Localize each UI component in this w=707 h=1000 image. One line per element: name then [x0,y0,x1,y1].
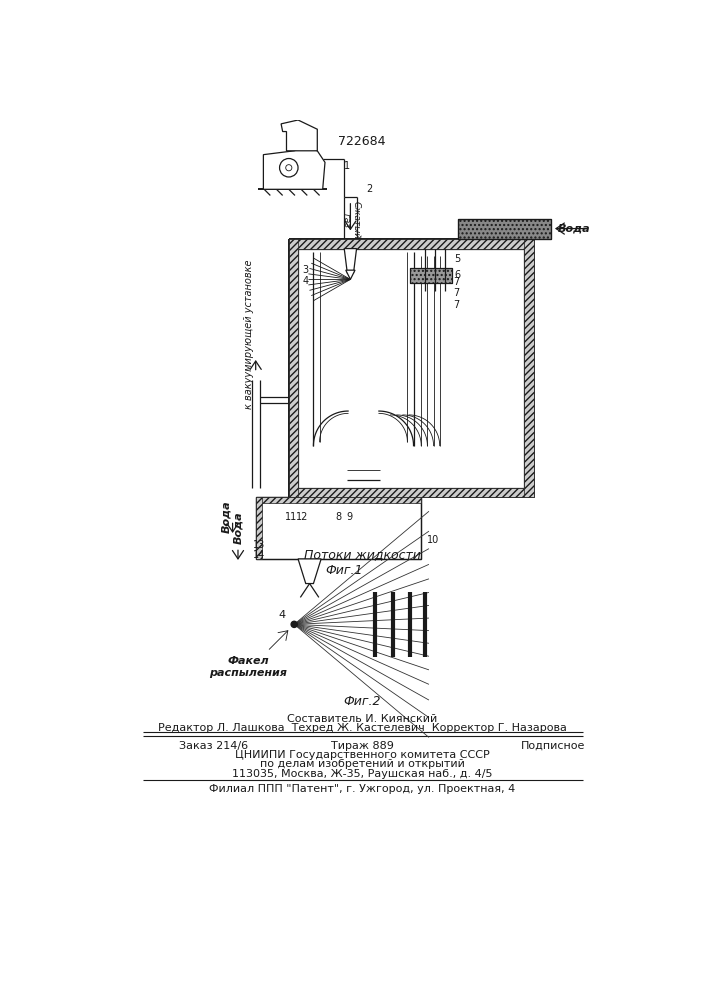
Text: 2: 2 [366,184,372,194]
Polygon shape [281,120,317,151]
Bar [288,239,534,249]
Polygon shape [264,147,325,189]
Text: Вода: Вода [233,512,243,544]
Text: 722684: 722684 [338,135,386,148]
Text: 6: 6 [455,270,460,280]
Text: 3: 3 [303,265,309,275]
Circle shape [286,165,292,171]
Bar [525,239,534,497]
Text: 7: 7 [454,277,460,287]
Text: 7: 7 [454,288,460,298]
Bar [256,497,421,503]
Text: Подписное: Подписное [521,741,585,751]
Text: Фиг.2: Фиг.2 [343,695,380,708]
Text: к вакуумирующей установке: к вакуумирующей установке [244,259,254,409]
Text: 7: 7 [454,300,460,310]
Bar [409,268,452,283]
Text: 11: 11 [285,512,297,522]
Bar [458,219,551,239]
Text: Вода: Вода [558,224,590,234]
Text: 8: 8 [335,512,341,522]
Bar [409,268,452,283]
Text: по делам изобретений и открытий: по делам изобретений и открытий [259,759,464,769]
Text: Вода: Вода [221,500,231,533]
Text: 4: 4 [279,610,286,620]
Bar [256,497,421,559]
Text: Фиг.1: Фиг.1 [325,564,363,577]
Circle shape [291,621,297,627]
Text: 4: 4 [303,276,309,286]
Text: Заказ 214/6: Заказ 214/6 [179,741,248,751]
Polygon shape [344,249,356,273]
Text: 13: 13 [253,540,266,550]
Text: Редактор Л. Лашкова  Техред Ж. Кастелевич  Корректор Г. Назарова: Редактор Л. Лашкова Техред Ж. Кастелевич… [158,723,566,733]
Text: 12: 12 [296,512,308,522]
Text: 14: 14 [253,550,266,560]
Text: Составитель И. Киянский: Составитель И. Киянский [287,714,437,724]
Text: Потоки жидкости: Потоки жидкости [303,549,421,562]
Polygon shape [298,559,321,584]
Text: ЦНИИПИ Государственного комитета СССР: ЦНИИПИ Государственного комитета СССР [235,750,489,760]
Text: Сжатый
газ: Сжатый газ [341,201,361,239]
Text: Филиал ППП "Патент", г. Ужгород, ул. Проектная, 4: Филиал ППП "Патент", г. Ужгород, ул. Про… [209,784,515,794]
Text: 113035, Москва, Ж-35, Раушская наб., д. 4/5: 113035, Москва, Ж-35, Раушская наб., д. … [232,769,492,779]
Text: 9: 9 [346,512,353,522]
Text: Тираж 889: Тираж 889 [330,741,393,751]
Bar [256,497,262,559]
Text: Факел
распыления: Факел распыления [209,656,287,678]
Polygon shape [346,270,355,279]
Text: 1: 1 [344,161,351,171]
Bar [288,488,534,497]
Text: 10: 10 [428,535,440,545]
Bar [458,219,551,239]
Bar [288,239,298,497]
Circle shape [279,158,298,177]
Text: 5: 5 [455,254,460,264]
